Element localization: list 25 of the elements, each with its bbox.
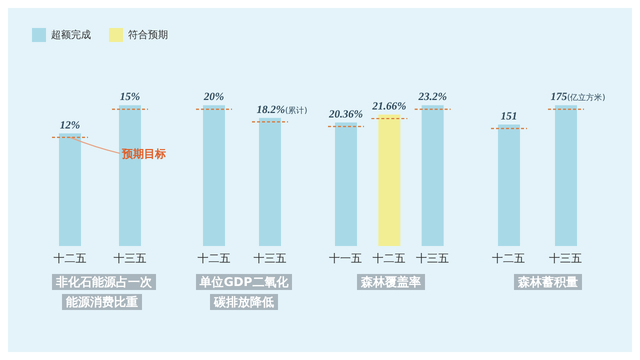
data-label: 175(亿立方米): [550, 91, 606, 104]
data-label: 18.2%(累计): [256, 104, 308, 116]
data-label: 20.36%: [328, 108, 363, 120]
x-tick-label: 十二五: [198, 252, 230, 265]
data-label: 21.66%: [371, 100, 406, 113]
x-tick-label: 十三五: [549, 252, 582, 265]
data-label: 15%: [120, 91, 140, 104]
x-tick-label: 十三五: [416, 252, 449, 265]
x-axis-title: 森林覆盖率: [357, 274, 425, 290]
x-tick-label: 十三五: [114, 252, 146, 265]
data-label: 20%: [202, 91, 224, 104]
data-label: 23.2%: [417, 91, 447, 104]
x-axis-title: 森林蓄积量: [514, 274, 582, 290]
data-label: 151: [500, 110, 518, 123]
x-tick-label: 十二五: [372, 252, 406, 265]
x-axis-title: 非化石能源占一次能源消费比重: [52, 274, 156, 310]
legend-label: 超额完成: [50, 28, 91, 42]
x-tick-label: 十一五: [329, 252, 362, 265]
x-tick-label: 十二五: [54, 252, 86, 265]
annotation: 预期目标: [121, 147, 166, 160]
legend-label: 符合预期: [127, 28, 168, 42]
x-tick-label: 十二五: [492, 252, 525, 265]
data-label: 12%: [60, 119, 80, 132]
x-tick-label: 十三五: [254, 252, 286, 265]
x-axis-title: 单位GDP二氧化碳排放降低: [196, 274, 292, 310]
